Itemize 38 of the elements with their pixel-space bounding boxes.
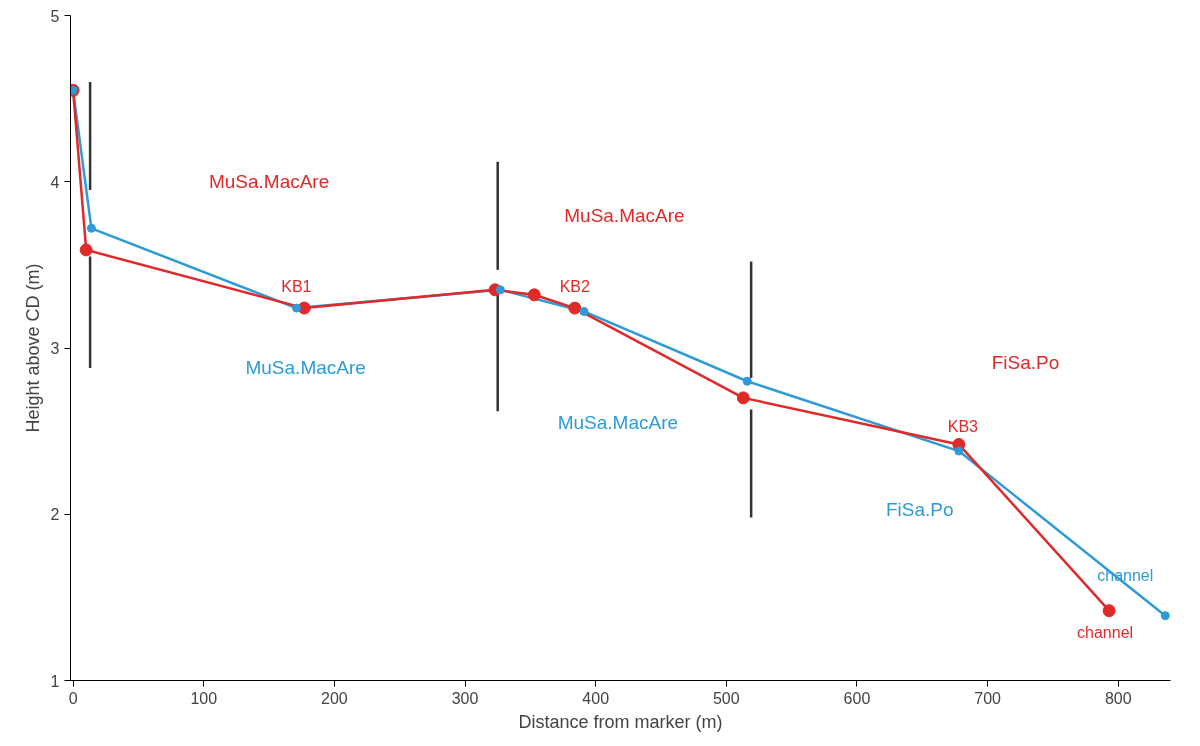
- point: [79, 243, 93, 257]
- point: [1102, 604, 1116, 618]
- x-tick-label: 0: [68, 689, 78, 707]
- annotation: MuSa.MacAre: [245, 357, 366, 379]
- point: [736, 391, 750, 405]
- point: [1160, 611, 1170, 621]
- y-axis-title: Height above CD (m): [22, 263, 43, 433]
- point: [527, 288, 541, 302]
- x-tick-label: 700: [974, 689, 1002, 707]
- annotation: KB2: [559, 277, 590, 295]
- x-tick-label: 600: [843, 689, 871, 707]
- annotation: MuSa.MacAre: [557, 412, 679, 434]
- annotation: FiSa.Po: [991, 352, 1060, 374]
- annotation: FiSa.Po: [885, 498, 954, 520]
- annotation: MuSa.MacAre: [208, 171, 330, 193]
- x-tick-label: 800: [1104, 689, 1132, 707]
- point: [579, 306, 589, 316]
- y-tick-label: 1: [50, 672, 60, 690]
- y-tick-label: 3: [50, 340, 60, 357]
- annotation: MuSa.MacAre: [564, 204, 685, 226]
- point: [86, 223, 96, 233]
- x-tick-label: 200: [321, 689, 348, 707]
- y-tick-label: 2: [50, 506, 60, 524]
- annotation: KB3: [947, 417, 979, 435]
- point: [292, 303, 302, 313]
- x-tick-label: 100: [190, 689, 218, 707]
- x-tick-label: 400: [582, 689, 610, 707]
- annotation: KB1: [281, 277, 312, 295]
- point: [742, 376, 752, 386]
- point: [568, 301, 582, 315]
- y-tick-label: 5: [50, 7, 60, 25]
- point: [954, 446, 964, 456]
- x-tick-label: 300: [451, 689, 479, 707]
- x-axis-title: Distance from marker (m): [518, 711, 723, 732]
- annotation: channel: [1077, 624, 1134, 642]
- point: [495, 285, 505, 295]
- x-tick-label: 500: [712, 689, 740, 707]
- y-tick-label: 4: [50, 173, 60, 191]
